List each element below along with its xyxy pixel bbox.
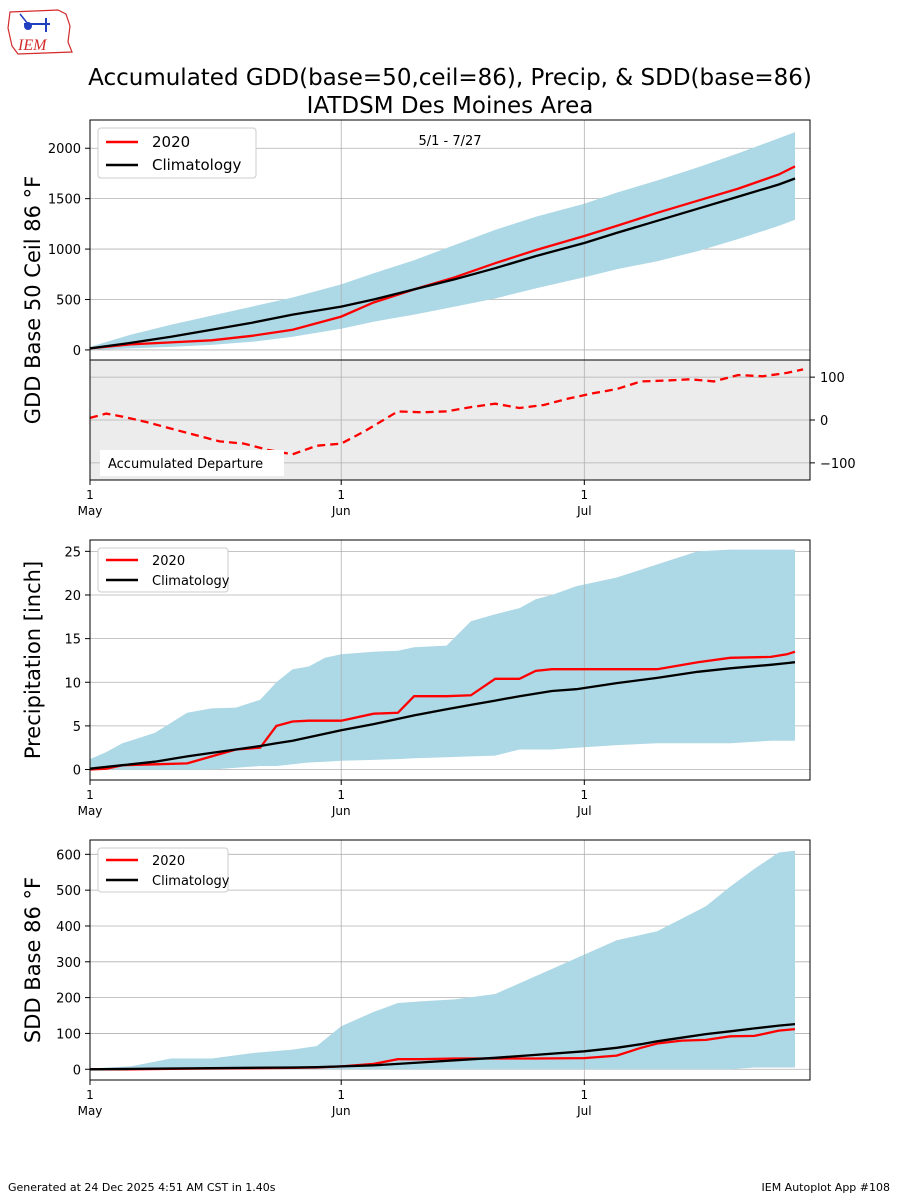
x-tick-label: 1: [580, 788, 588, 802]
x-tick-month-label: Jul: [576, 804, 591, 818]
departure-label: Accumulated Departure: [108, 457, 263, 472]
y-tick-label: 5: [73, 720, 81, 735]
legend-label: Climatology: [152, 574, 230, 589]
footer-app: IEM Autoplot App #108: [761, 1181, 891, 1194]
range-band: [90, 850, 795, 1070]
x-tick-label: 1: [337, 788, 345, 802]
y-tick-label: 1000: [48, 243, 81, 258]
x-tick-month-label: May: [78, 1104, 103, 1118]
legend-label: 2020: [152, 854, 185, 869]
y-axis-label: Precipitation [inch]: [21, 561, 45, 759]
y-axis-label: SDD Base 86 °F: [21, 877, 45, 1043]
y-tick-label: 600: [56, 848, 81, 863]
footer-generated: Generated at 24 Dec 2025 4:51 AM CST in …: [8, 1181, 276, 1194]
range-band: [90, 132, 795, 350]
y-tick-label: 300: [56, 956, 81, 971]
x-tick-label: 1: [86, 488, 94, 502]
x-tick-month-label: Jul: [576, 1104, 591, 1118]
y-tick-label: 500: [56, 884, 81, 899]
x-tick-label: 1: [580, 1088, 588, 1102]
panel-gdd: 0 500 1000 1500 2000 GDD Base 50 Ceil 86 °F 5/…: [21, 119, 811, 424]
series-2020-line: [89, 368, 804, 456]
series-2020-line: [89, 650, 796, 771]
y-tick-label: 0: [73, 1063, 81, 1078]
y-tick-label: 0: [73, 344, 81, 359]
plot-frame: [89, 359, 811, 481]
legend-label: Climatology: [152, 156, 242, 174]
series-2020-line: [89, 165, 796, 350]
y-tick-label: 0: [73, 764, 81, 779]
chart-title: Accumulated GDD(base=50,ceil=86), Precip…: [88, 65, 812, 91]
range-band: [90, 549, 795, 770]
y-tick-label: 2000: [48, 142, 81, 157]
chart-subtitle: IATDSM Des Moines Area: [307, 93, 594, 119]
y-tick-label: 1500: [48, 193, 81, 208]
series-climatology-line: [89, 177, 796, 350]
y-tick-label: 25: [64, 545, 81, 560]
svg-text:IEM: IEM: [17, 37, 48, 54]
legend-label: 2020: [152, 133, 190, 151]
y-axis-label: GDD Base 50 Ceil 86 °F: [21, 176, 45, 424]
y-tick-label: 15: [64, 633, 81, 648]
legend-label: Climatology: [152, 874, 230, 889]
x-tick-month-label: May: [78, 804, 103, 818]
panel-sdd: 0 100 200 300 400 500 600 1 May 1 Jun 1 Jul SDD Base …: [21, 839, 811, 1118]
y-tick-label: −100: [820, 457, 856, 472]
x-tick-label: 1: [86, 1088, 94, 1102]
x-tick-month-label: Jul: [576, 504, 591, 518]
plot-frame: [89, 839, 811, 1081]
x-tick-month-label: Jun: [331, 504, 351, 518]
iem-logo: IEM: [6, 6, 74, 58]
y-tick-label: 100: [56, 1027, 81, 1042]
panel-departure: −100 0 100 1 May 1 Jun 1 Jul Accumulated Departur…: [78, 359, 856, 518]
y-tick-label: 0: [820, 414, 828, 429]
panel-precip: 0 5 10 15 20 25 1 May 1 Jun 1 Jul Precipitation [inc…: [21, 539, 811, 818]
x-tick-month-label: May: [78, 504, 103, 518]
y-tick-label: 200: [56, 992, 81, 1007]
x-tick-month-label: Jun: [331, 1104, 351, 1118]
legend-label: 2020: [152, 554, 185, 569]
departure-label-box: [100, 450, 284, 476]
y-tick-label: 400: [56, 920, 81, 935]
y-tick-label: 500: [56, 293, 81, 308]
series-climatology-line: [89, 1022, 796, 1071]
y-tick-label: 20: [64, 589, 81, 604]
plot-frame: [89, 539, 811, 781]
y-tick-label: 100: [820, 371, 845, 386]
date-range-annotation: 5/1 - 7/27: [418, 134, 481, 149]
x-tick-label: 1: [337, 488, 345, 502]
x-tick-label: 1: [337, 1088, 345, 1102]
x-tick-label: 1: [580, 488, 588, 502]
series-climatology-line: [89, 661, 796, 770]
x-tick-month-label: Jun: [331, 804, 351, 818]
y-tick-label: 10: [64, 676, 81, 691]
x-tick-label: 1: [86, 788, 94, 802]
